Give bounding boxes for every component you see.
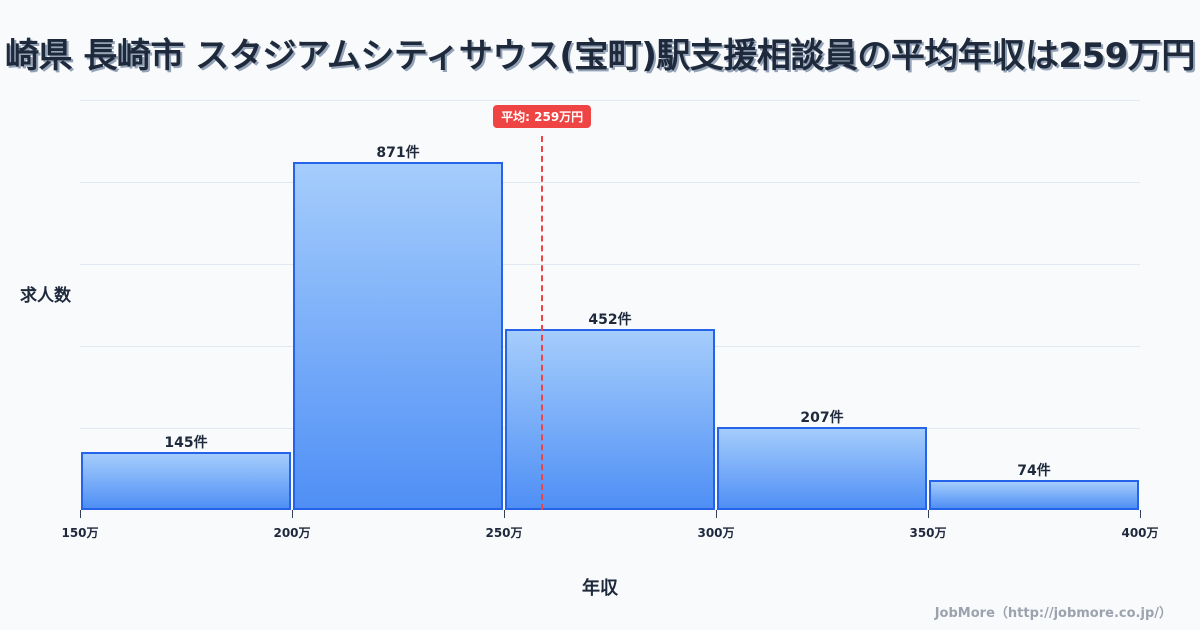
histogram-bar: 871件 — [293, 145, 503, 510]
gridline — [80, 264, 1140, 265]
x-tick-label: 250万 — [485, 526, 523, 540]
x-tick-label: 300万 — [697, 526, 735, 540]
x-tick — [504, 510, 505, 518]
y-axis-label: 求人数 — [20, 286, 71, 306]
mean-badge: 平均: 259万円 — [493, 105, 592, 128]
bar-value-label: 207件 — [800, 410, 844, 427]
x-tick — [1140, 510, 1141, 518]
x-tick — [716, 510, 717, 518]
histogram-bar: 452件 — [505, 312, 715, 510]
x-tick-label: 150万 — [61, 526, 99, 540]
gridline — [80, 100, 1140, 101]
gridline — [80, 182, 1140, 183]
histogram-bar: 207件 — [717, 410, 927, 510]
bar-value-label: 145件 — [164, 435, 208, 451]
bar-value-label: 452件 — [588, 312, 632, 329]
x-tick — [292, 510, 293, 518]
x-tick-label: 350万 — [909, 526, 947, 540]
bar-value-label: 871件 — [376, 144, 420, 161]
histogram-bar: 74件 — [929, 463, 1139, 510]
bar-value-label: 74件 — [1017, 463, 1051, 480]
histogram-bar: 145件 — [81, 435, 291, 510]
x-tick-label: 200万 — [273, 526, 311, 540]
source-credit: JobMore（http://jobmore.co.jp/） — [934, 606, 1172, 621]
chart-title: 崎県 長崎市 スタジアムシティサウス(宝町)駅支援相談員の平均年収は259万円 — [5, 36, 1195, 76]
x-tick — [80, 510, 81, 518]
mean-line — [541, 136, 544, 510]
x-tick — [928, 510, 929, 518]
x-tick-label: 400万 — [1121, 526, 1159, 540]
plot-area: 145件 871件 452件 207件 74件 150万 200万 250万 300万 350万 4… — [61, 100, 1159, 540]
x-axis-label: 年収 — [582, 578, 618, 599]
